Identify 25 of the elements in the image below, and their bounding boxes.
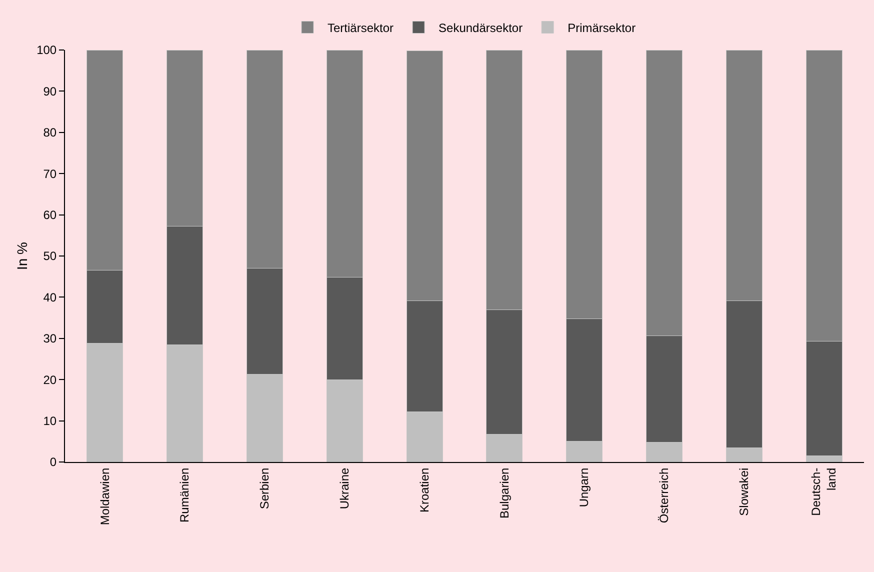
x-tick-label: Kroatien [417, 468, 432, 513]
x-tick-label: Moldawien [98, 468, 112, 526]
legend-label: Tertiärsektor [328, 20, 394, 35]
legend-label: Sekundärsektor [438, 20, 523, 35]
x-tick-label: Serbien [258, 468, 272, 510]
y-tick-label: 100 [36, 43, 57, 58]
x-tick-label: Deutsch- land [809, 468, 839, 516]
y-axis-title: In % [14, 242, 30, 270]
x-tick-label: Slowakei [737, 468, 752, 516]
x-tick-label: Ungarn [577, 468, 592, 508]
x-tick-label: Bulgarien [497, 468, 512, 519]
y-tick-label: 60 [43, 208, 57, 222]
legend-label: Primärsektor [568, 20, 636, 35]
y-tick-label: 90 [43, 84, 57, 98]
x-tick-label: Österreich [657, 468, 672, 524]
y-tick-label: 50 [43, 249, 57, 264]
y-tick-label: 80 [43, 126, 57, 140]
y-tick-label: 10 [43, 414, 57, 428]
x-tick-label: Rumänien [178, 468, 192, 523]
x-tick-label: Ukraine [338, 467, 352, 510]
y-tick-label: 70 [43, 166, 57, 181]
y-tick-label: 20 [43, 372, 57, 387]
y-tick-label: 40 [43, 290, 57, 304]
y-tick-label: 0 [50, 455, 57, 470]
y-tick-label: 30 [43, 332, 57, 346]
